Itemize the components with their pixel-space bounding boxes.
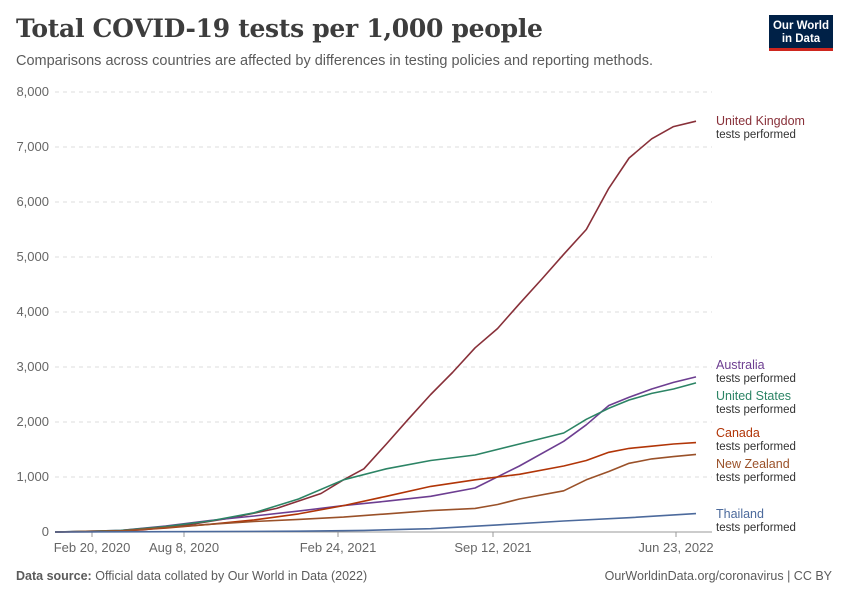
y-tick-label: 7,000: [16, 139, 49, 154]
y-tick-label: 0: [42, 524, 49, 539]
grid-layer: 0 1,000 2,000 3,000 4,000 5,000 6,000 7,000 8,00…: [16, 84, 713, 555]
x-tick-label: Feb 24, 2021: [300, 540, 377, 555]
series-label-suffix: tests performed: [716, 441, 796, 453]
data-source-text: Official data collated by Our World in D…: [95, 569, 368, 583]
series-label-name[interactable]: Thailand: [716, 507, 764, 521]
series-line-thailand[interactable]: [54, 512, 697, 533]
y-tick-label: 3,000: [16, 359, 49, 374]
y-tick-label: 6,000: [16, 194, 49, 209]
series-label-suffix: tests performed: [716, 373, 796, 385]
series-line-australia[interactable]: [54, 376, 697, 533]
series-label-suffix: tests performed: [716, 404, 796, 416]
owid-logo[interactable]: Our World in Data: [769, 15, 833, 51]
y-tick-label: 4,000: [16, 304, 49, 319]
series-label-name[interactable]: United States: [716, 389, 791, 403]
x-tick-label: Aug 8, 2020: [149, 540, 219, 555]
x-tick-label: Feb 20, 2020: [54, 540, 131, 555]
series-label-suffix: tests performed: [716, 129, 796, 141]
footer-link[interactable]: OurWorldinData.org/coronavirus | CC BY: [604, 569, 832, 583]
y-tick-label: 2,000: [16, 414, 49, 429]
series-line-united-states[interactable]: [54, 382, 697, 533]
y-tick-label: 1,000: [16, 469, 49, 484]
series-label-name[interactable]: Canada: [716, 426, 760, 440]
x-tick-label: Jun 23, 2022: [638, 540, 713, 555]
logo-line-2: in Data: [781, 33, 821, 45]
series-label-name[interactable]: New Zealand: [716, 457, 790, 471]
series-label-suffix: tests performed: [716, 472, 796, 484]
chart-subtitle: Comparisons across countries are affecte…: [16, 53, 654, 69]
series-line-united-kingdom[interactable]: [54, 120, 697, 533]
y-tick-label: 5,000: [16, 249, 49, 264]
y-tick-label: 8,000: [16, 84, 49, 99]
series-layer: [54, 120, 697, 533]
x-tick-label: Sep 12, 2021: [454, 540, 531, 555]
series-label-name[interactable]: United Kingdom: [716, 114, 805, 128]
series-label-suffix: tests performed: [716, 522, 796, 534]
series-line-new-zealand[interactable]: [54, 453, 697, 533]
chart-title: Total COVID-19 tests per 1,000 people: [16, 14, 543, 43]
logo-line-1: Our World: [772, 20, 829, 32]
series-label-name[interactable]: Australia: [716, 358, 765, 372]
data-source: Data source: Official data collated by O…: [16, 569, 367, 583]
data-source-label: Data source:: [16, 569, 92, 583]
